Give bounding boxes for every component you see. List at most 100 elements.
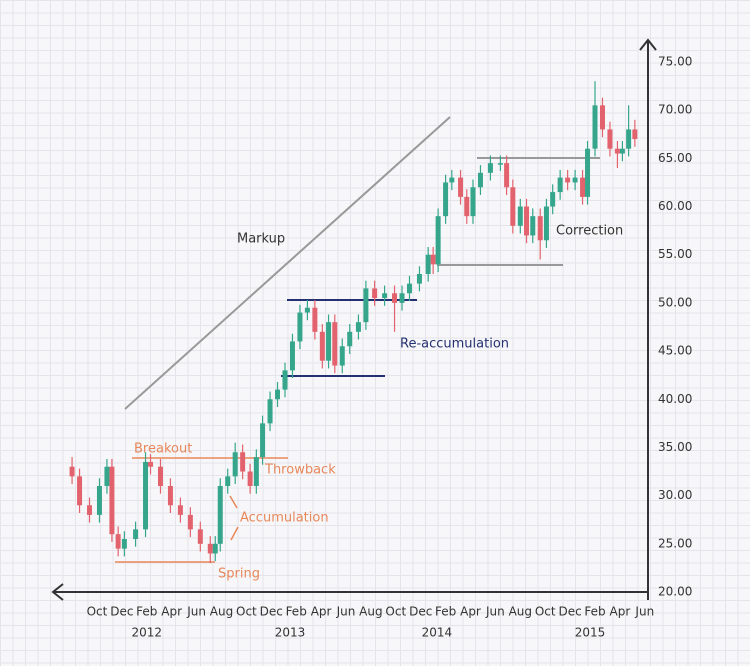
markup-line (124, 116, 451, 410)
annotation: Spring (218, 567, 260, 582)
x-tick-label: Aug (359, 605, 382, 619)
x-tick-label: Apr (610, 605, 631, 619)
candle-body (207, 543, 213, 554)
x-tick-label: Jun (634, 605, 654, 619)
candle-body (212, 543, 218, 554)
candle-body (253, 457, 259, 486)
candle-body (510, 187, 516, 226)
candle-body (543, 206, 549, 241)
candle-body (197, 529, 203, 544)
candle-body (619, 148, 625, 154)
accumulation-pointer (229, 495, 238, 509)
candle-body (167, 485, 173, 506)
x-tick-label: Jun (186, 605, 206, 619)
annotation: Re-accumulation (400, 337, 509, 352)
candle-body (247, 471, 253, 486)
candle-body (332, 322, 338, 366)
x-axis-arrow (51, 583, 64, 601)
x-tick-label: Oct (236, 605, 257, 619)
y-tick-label: 75.00 (658, 54, 692, 68)
y-tick-label: 35.00 (658, 440, 692, 454)
candle-body (585, 148, 591, 197)
x-tick-label: Dec (110, 605, 133, 619)
y-tick-label: 40.00 (658, 392, 692, 406)
candle-body (319, 331, 325, 361)
y-tick-label: 45.00 (658, 344, 692, 358)
candle-body (565, 177, 571, 183)
candle-body (104, 466, 110, 486)
candle-body (487, 163, 493, 173)
x-tick-label: Oct (385, 605, 406, 619)
candle-body (449, 177, 455, 183)
year-label: 2012 (132, 626, 163, 640)
annotation: Markup (237, 232, 285, 247)
candle-body (297, 312, 303, 342)
y-axis-arrow (639, 38, 657, 51)
candle-body (275, 389, 281, 400)
y-tick-label: 50.00 (658, 295, 692, 309)
accumulation-pointer (230, 526, 239, 541)
candle-body (443, 182, 449, 217)
candle-body (550, 192, 556, 207)
y-tick-label: 65.00 (658, 151, 692, 165)
candle-body (557, 177, 563, 193)
annotation: Throwback (264, 463, 336, 478)
x-tick-label: Feb (286, 605, 307, 619)
candle-body (282, 370, 288, 390)
candle-body (289, 341, 295, 371)
y-tick-label: 55.00 (658, 247, 692, 261)
candle-body (77, 476, 83, 506)
candle-body (121, 538, 127, 549)
candles (69, 81, 638, 564)
candle-body (225, 476, 231, 486)
x-tick-label: Jun (485, 605, 505, 619)
y-tick-label: 30.00 (658, 488, 692, 502)
annotation: Breakout (134, 442, 192, 457)
candle-body (260, 423, 266, 458)
candle-body (109, 466, 115, 535)
candle-body (416, 273, 422, 284)
x-tick-label: Aug (210, 605, 233, 619)
annotation: Accumulation (240, 511, 329, 526)
candle-body (592, 105, 598, 149)
candle-body (347, 331, 353, 347)
candle-body (157, 466, 163, 486)
candle-body (572, 177, 578, 183)
candle-body (217, 485, 223, 544)
candle-body (267, 399, 273, 424)
candle-body (148, 461, 154, 467)
candle-body (372, 288, 378, 299)
x-tick-label: Feb (584, 605, 605, 619)
candle-body (632, 129, 638, 140)
candle-body (363, 288, 369, 323)
candle-body (177, 505, 183, 515)
candle-body (312, 307, 318, 332)
candle-body (504, 163, 510, 188)
year-label: 2014 (422, 626, 453, 640)
x-tick-label: Dec (558, 605, 581, 619)
candle-body (240, 452, 246, 472)
y-tick-label: 20.00 (658, 585, 692, 599)
candle-body (96, 485, 102, 515)
y-tick-label: 60.00 (658, 199, 692, 213)
candle-body (399, 293, 405, 303)
candle-body (339, 346, 345, 366)
candle-body (530, 216, 536, 236)
candle-body (143, 461, 149, 530)
candle-body (580, 177, 586, 197)
candle-body (607, 129, 613, 149)
candle-body (458, 177, 464, 197)
candle-body (425, 254, 431, 274)
annotation: Correction (556, 224, 623, 239)
y-tick-label: 70.00 (658, 103, 692, 117)
candle-body (326, 322, 332, 361)
candle-body (406, 283, 412, 294)
x-tick-label: Dec (260, 605, 283, 619)
candle-body (614, 148, 620, 154)
candle-body (464, 196, 470, 217)
candle-body (232, 452, 238, 477)
x-tick-label: Dec (409, 605, 432, 619)
candle-body (524, 206, 530, 236)
x-tick-label: Apr (161, 605, 182, 619)
